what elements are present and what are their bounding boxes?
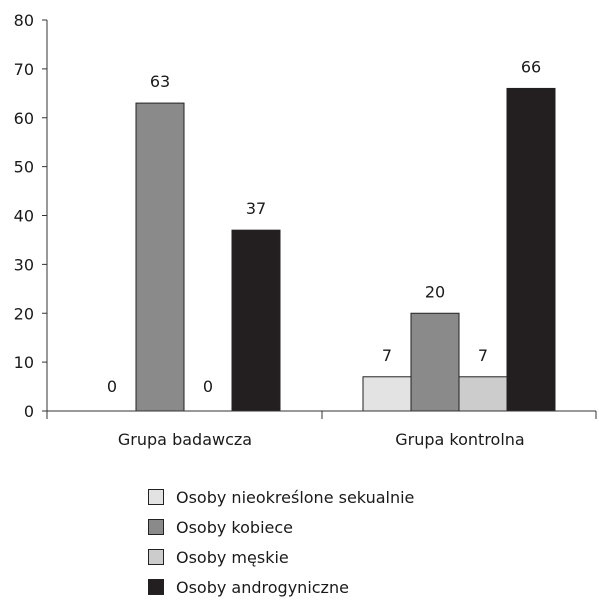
data-label: 66 (521, 57, 541, 76)
legend-label: Osoby androgyniczne (176, 577, 349, 597)
legend-label: Osoby kobiece (176, 517, 293, 537)
bar (410, 312, 460, 412)
y-tick-label: 10 (14, 353, 34, 372)
legend-swatch (148, 489, 164, 505)
bar (231, 229, 281, 412)
data-label: 63 (150, 72, 170, 91)
data-label: 37 (246, 199, 266, 218)
y-tick-label: 70 (14, 60, 34, 79)
data-label: 0 (203, 377, 213, 396)
y-tick-label: 0 (24, 402, 34, 421)
y-tick-label: 60 (14, 109, 34, 128)
legend-item: Osoby androgyniczne (148, 572, 414, 602)
legend-label: Osoby męskie (176, 547, 289, 567)
data-label: 0 (107, 377, 117, 396)
legend: Osoby nieokreślone sekualnie Osoby kobie… (148, 482, 414, 602)
data-labels: 0 63 0 37 7 20 7 66 (107, 57, 541, 396)
data-label: 7 (382, 346, 392, 365)
y-tick-label: 30 (14, 255, 34, 274)
x-category-label: Grupa kontrolna (395, 430, 524, 449)
y-tick-label: 50 (14, 158, 34, 177)
bar (506, 87, 556, 412)
y-axis: 0 10 20 30 40 50 60 70 80 (14, 11, 48, 421)
bar-chart: 0 10 20 30 40 50 60 70 80 0 63 0 37 7 20 7 66 Grupa bad… (14, 11, 597, 449)
x-axis: Grupa badawcza Grupa kontrolna (46, 410, 597, 449)
bar (458, 376, 508, 412)
y-tick-label: 40 (14, 207, 34, 226)
y-tick-label: 20 (14, 304, 34, 323)
bar (135, 102, 185, 412)
legend-swatch (148, 519, 164, 535)
y-tick-label: 80 (14, 11, 34, 30)
x-category-label: Grupa badawcza (118, 430, 252, 449)
legend-item: Osoby nieokreślone sekualnie (148, 482, 414, 512)
bar (362, 376, 412, 412)
legend-item: Osoby kobiece (148, 512, 414, 542)
legend-item: Osoby męskie (148, 542, 414, 572)
legend-swatch (148, 549, 164, 565)
legend-swatch (148, 579, 164, 595)
legend-label: Osoby nieokreślone sekualnie (176, 487, 415, 507)
data-label: 20 (425, 282, 445, 301)
data-label: 7 (478, 346, 488, 365)
bars (135, 87, 556, 412)
